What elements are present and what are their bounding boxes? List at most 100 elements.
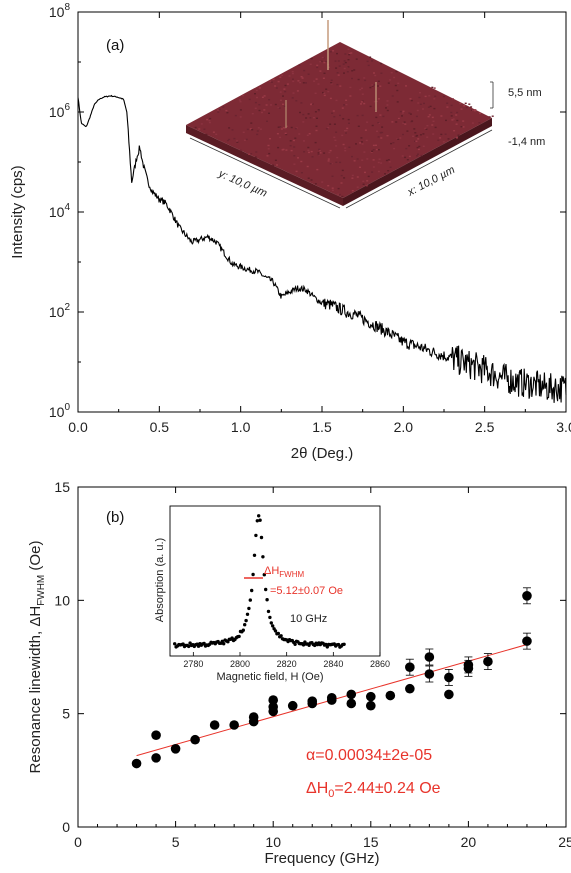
afm-grain — [276, 133, 279, 135]
afm-grain — [433, 87, 436, 89]
afm-grain — [277, 80, 280, 83]
afm-grain — [208, 121, 211, 124]
plot-b-panel-label: (b) — [106, 509, 124, 526]
afm-grain — [351, 177, 354, 179]
afm-grain — [379, 114, 382, 116]
afm-grain — [409, 98, 412, 100]
afm-grain — [356, 186, 359, 188]
afm-grain — [333, 116, 336, 118]
afm-grain — [375, 144, 377, 146]
absorption-point — [241, 628, 245, 632]
afm-grain — [198, 128, 201, 130]
data-point — [366, 700, 376, 711]
afm-grain — [270, 81, 273, 83]
afm-grain — [305, 82, 307, 84]
absorption-point — [244, 618, 248, 623]
afm-grain — [451, 98, 454, 100]
afm-grain — [427, 116, 430, 118]
x-tick-label: 2.5 — [475, 419, 495, 435]
afm-grain — [263, 95, 266, 97]
afm-grain — [317, 109, 320, 112]
afm-grain — [329, 97, 332, 100]
afm-grain — [341, 195, 344, 198]
afm-grain — [278, 107, 281, 109]
afm-grain — [377, 80, 380, 82]
afm-grain — [254, 101, 257, 104]
afm-grain — [325, 60, 328, 63]
xrr-curve — [77, 94, 567, 403]
afm-grain — [349, 86, 352, 89]
afm-grain — [472, 109, 474, 111]
afm-grain — [353, 160, 356, 162]
afm-grain — [327, 185, 330, 187]
plot-b-ticks — [77, 486, 567, 828]
afm-grain — [434, 95, 437, 97]
afm-grain — [246, 128, 249, 131]
afm-grain — [406, 130, 409, 132]
afm-grain — [323, 61, 326, 64]
absorption-point — [248, 598, 252, 602]
afm-grain — [297, 80, 300, 82]
absorption-point — [279, 634, 283, 638]
absorption-point — [336, 642, 341, 647]
afm-grain — [350, 52, 353, 54]
afm-grain — [280, 128, 283, 130]
afm-grain — [255, 151, 258, 153]
afm-grain — [259, 128, 262, 130]
afm-z-top-label: 5,5 nm — [508, 87, 542, 99]
plot-a-panel-label: (a) — [106, 37, 124, 54]
afm-grain — [339, 161, 342, 164]
afm-grain — [442, 141, 445, 143]
afm-grain — [366, 121, 369, 123]
afm-grain — [292, 80, 295, 83]
afm-grain — [364, 129, 367, 131]
afm-grain — [413, 128, 416, 130]
y-tick-label: 100 — [49, 402, 71, 420]
absorption-point — [261, 555, 265, 559]
afm-grain — [359, 88, 362, 91]
afm-grain — [417, 138, 420, 140]
afm-grain — [327, 90, 330, 93]
afm-grain — [348, 122, 350, 124]
afm-grain — [408, 112, 411, 114]
data-point — [444, 689, 454, 700]
afm-grain — [290, 126, 293, 129]
afm-grain — [288, 75, 291, 77]
data-point — [483, 656, 493, 667]
afm-grain — [385, 159, 388, 162]
inset-x-tick-label: 2820 — [277, 659, 297, 669]
afm-grain — [433, 107, 436, 110]
afm-grain — [428, 95, 431, 97]
afm-grain — [222, 106, 225, 108]
afm-grain — [375, 101, 378, 103]
afm-grain — [380, 62, 383, 65]
panel-b: 0 5 10 15 20 25 0 5 10 15 (b) Frequency (GHz) Re… — [27, 479, 571, 867]
data-point — [522, 591, 532, 601]
afm-grain — [462, 126, 465, 128]
afm-grain — [410, 99, 413, 102]
afm-grain — [330, 82, 333, 84]
afm-grain — [377, 136, 380, 138]
afm-grain — [320, 60, 323, 63]
alpha-annotation: α=0.00034±2e-05 — [306, 747, 432, 764]
afm-grain — [428, 114, 431, 116]
afm-grain — [257, 127, 260, 129]
afm-grain — [439, 137, 442, 139]
absorption-point — [252, 553, 257, 557]
afm-grain — [314, 183, 317, 185]
afm-grain — [415, 115, 418, 118]
x-tick-label: 3.0 — [556, 419, 571, 435]
afm-grain — [268, 112, 270, 114]
absorption-point — [245, 612, 250, 616]
afm-grain — [396, 89, 399, 92]
afm-grain — [422, 133, 425, 135]
afm-grain — [366, 60, 369, 63]
afm-grain — [251, 129, 254, 131]
afm-texture — [194, 48, 494, 198]
plot-a-x-axis-label: 2θ (Deg.) — [291, 445, 354, 462]
afm-grain — [422, 108, 424, 110]
afm-grain — [391, 121, 394, 123]
afm-grain — [302, 121, 305, 123]
afm-grain — [371, 60, 374, 62]
afm-grain — [250, 122, 253, 124]
